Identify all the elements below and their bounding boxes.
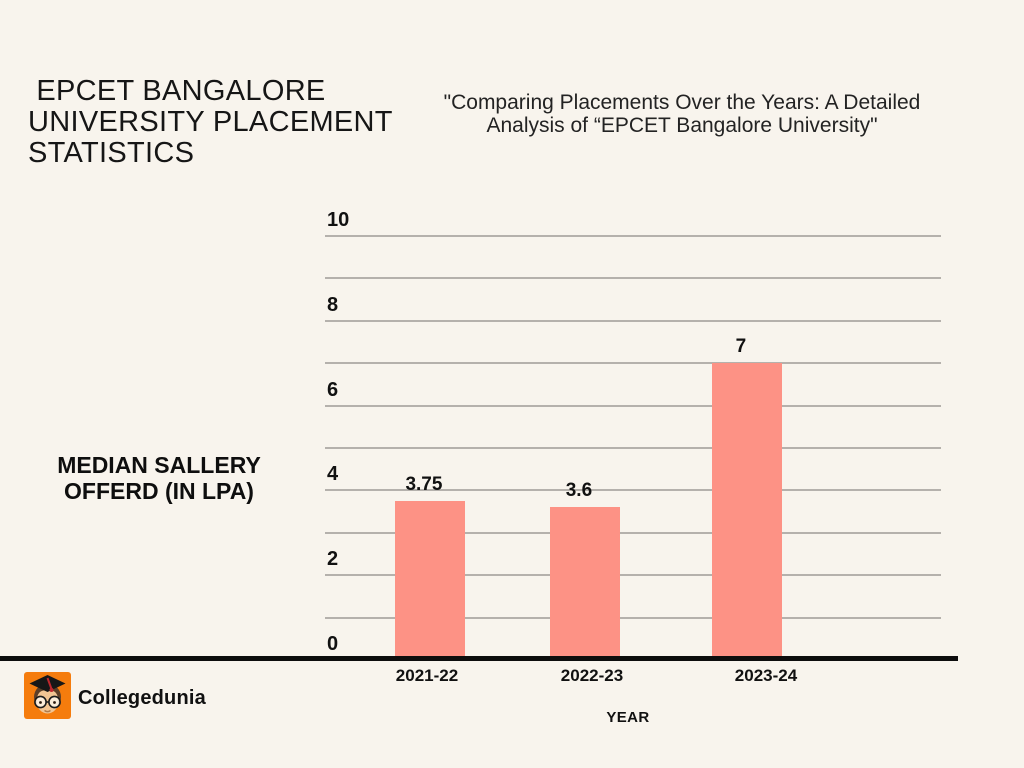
brand-name: Collegedunia bbox=[78, 687, 206, 709]
bar-value-label: 3.75 bbox=[405, 474, 443, 495]
right-eye bbox=[53, 701, 56, 704]
y-axis-title: MEDIAN SALLERY OFFERD (IN LPA) bbox=[57, 452, 261, 504]
gridline bbox=[325, 404, 941, 407]
y-tick-label: 2 bbox=[327, 548, 339, 571]
left-eye bbox=[39, 701, 42, 704]
x-axis-baseline bbox=[0, 656, 958, 661]
x-tick-label: 2021-22 bbox=[395, 666, 459, 685]
gridline bbox=[325, 362, 941, 365]
page-title: EPCET BANGALORE UNIVERSITY PLACEMENT STA… bbox=[28, 75, 401, 169]
gridline bbox=[325, 319, 941, 322]
gridline bbox=[325, 616, 941, 619]
y-tick-label: 8 bbox=[327, 293, 339, 316]
gridline bbox=[325, 277, 941, 280]
gridline bbox=[325, 489, 941, 492]
collegedunia-logo bbox=[24, 672, 71, 719]
bar-2021-22 bbox=[394, 501, 465, 660]
tassel-knob bbox=[49, 688, 54, 692]
mouth bbox=[44, 709, 51, 713]
bar-value-label: 7 bbox=[735, 336, 747, 358]
graduation-cap bbox=[29, 675, 66, 692]
gridline bbox=[325, 447, 941, 449]
x-tick-label: 2023-24 bbox=[734, 666, 798, 685]
y-tick-label: 0 bbox=[327, 633, 339, 655]
x-axis-title: YEAR bbox=[606, 709, 650, 726]
graduate-face-icon bbox=[24, 672, 71, 719]
y-tick-label: 4 bbox=[327, 463, 339, 486]
bar-2022-23 bbox=[549, 507, 620, 660]
tassel bbox=[46, 677, 53, 690]
y-tick-label: 6 bbox=[327, 378, 339, 401]
gridline bbox=[325, 235, 941, 237]
page-subtitle: "Comparing Placements Over the Years: A … bbox=[443, 91, 921, 137]
y-tick-label: 10 bbox=[327, 209, 350, 231]
x-axis-tick-labels: 2021-22 2022-23 2023-24 bbox=[0, 667, 1024, 689]
bar-value-label: 3.6 bbox=[565, 480, 593, 502]
bar-2023-24 bbox=[711, 363, 782, 660]
bar-chart-plot-area: 0 2 4 6 8 10 3.75 3.6 7 bbox=[325, 210, 941, 660]
gridline bbox=[325, 574, 941, 577]
x-tick-label: 2022-23 bbox=[560, 666, 624, 685]
gridline bbox=[325, 531, 941, 534]
